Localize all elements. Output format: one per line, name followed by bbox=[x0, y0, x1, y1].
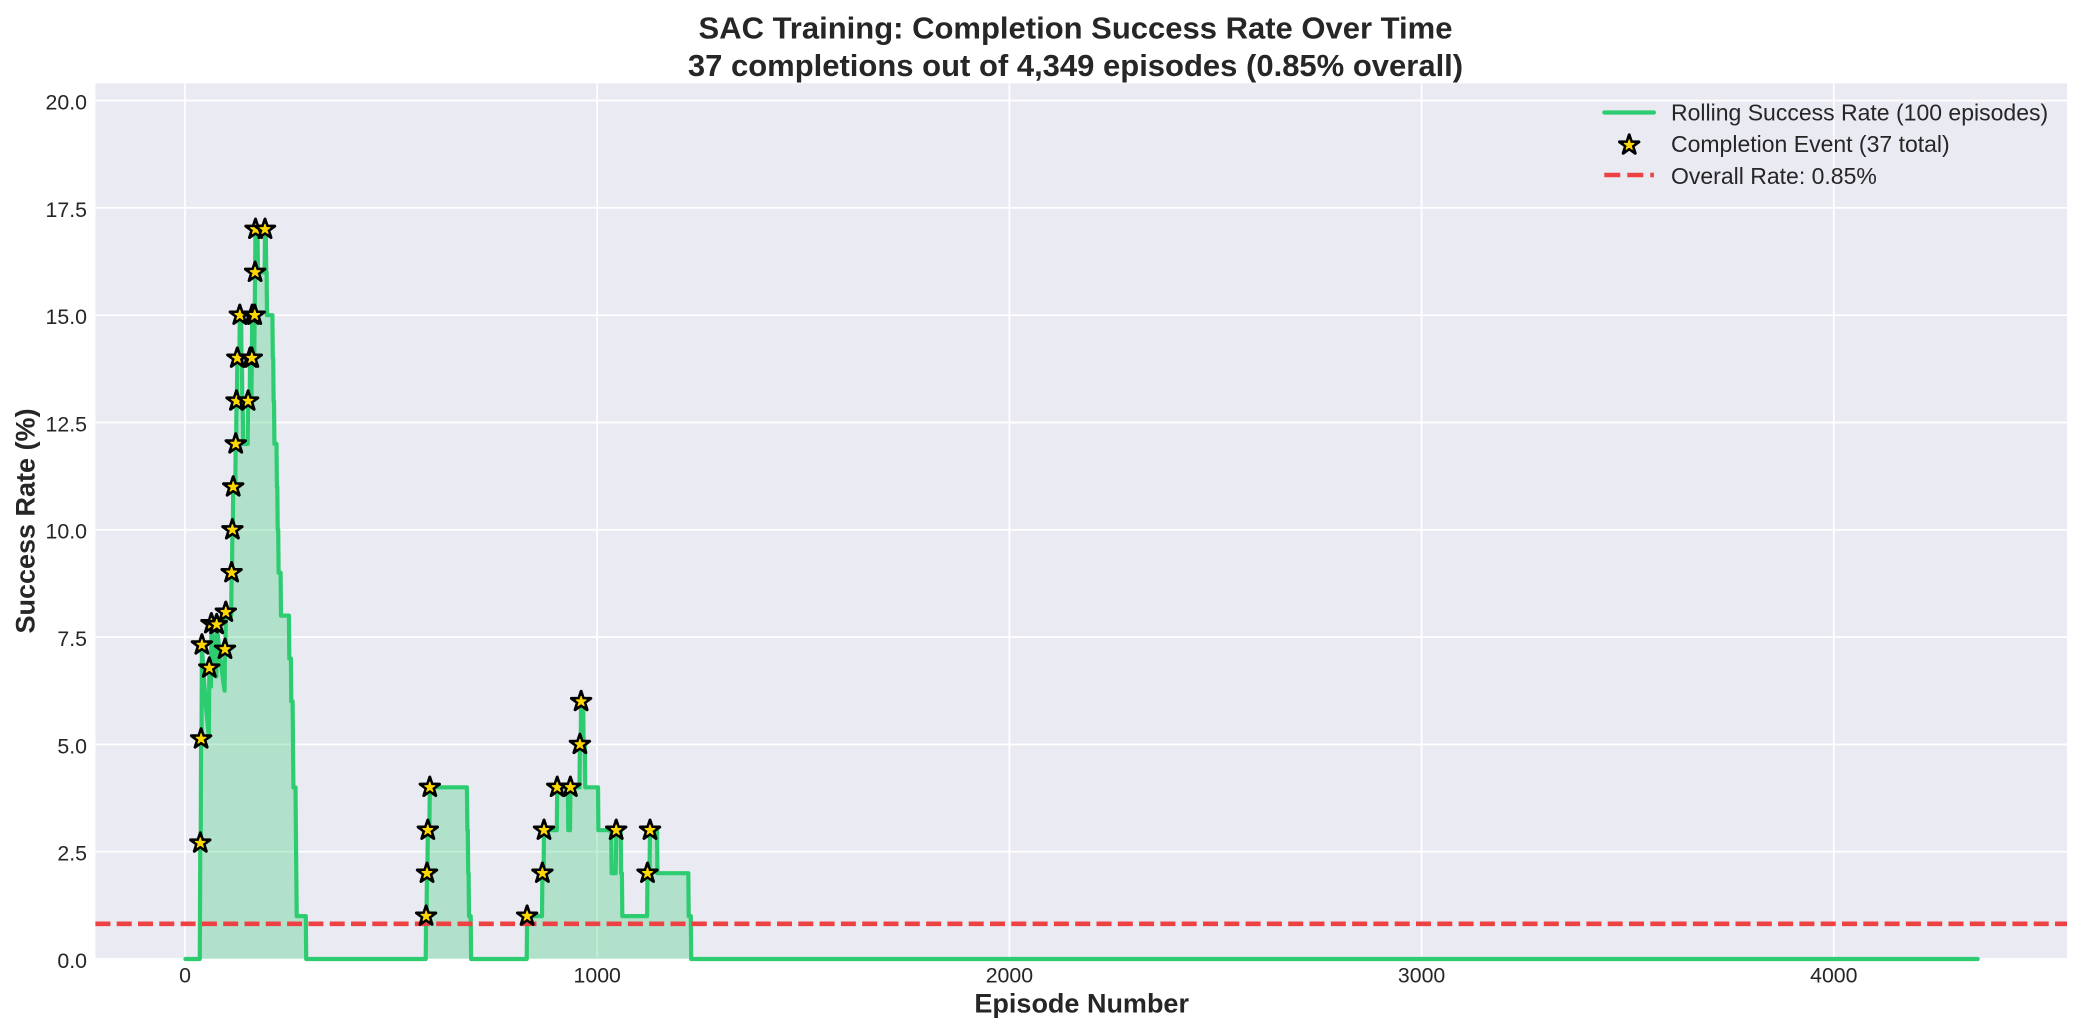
svg-text:3000: 3000 bbox=[1398, 964, 1446, 988]
svg-text:5.0: 5.0 bbox=[57, 734, 87, 758]
svg-text:Overall Rate: 0.85%: Overall Rate: 0.85% bbox=[1671, 163, 1877, 189]
svg-text:20.0: 20.0 bbox=[46, 91, 88, 115]
svg-text:2.5: 2.5 bbox=[57, 842, 87, 866]
svg-text:Completion Event (37 total): Completion Event (37 total) bbox=[1671, 131, 1950, 157]
svg-text:4000: 4000 bbox=[1810, 964, 1858, 988]
svg-text:37 completions out of 4,349 ep: 37 completions out of 4,349 episodes (0.… bbox=[688, 48, 1463, 83]
svg-text:7.5: 7.5 bbox=[57, 627, 87, 651]
svg-text:Success Rate (%): Success Rate (%) bbox=[10, 408, 40, 633]
svg-text:15.0: 15.0 bbox=[46, 305, 88, 329]
svg-text:2000: 2000 bbox=[986, 964, 1034, 988]
svg-text:0: 0 bbox=[179, 964, 191, 988]
svg-text:12.5: 12.5 bbox=[46, 412, 87, 436]
svg-text:10.0: 10.0 bbox=[46, 520, 88, 544]
svg-text:1000: 1000 bbox=[574, 964, 622, 988]
svg-text:SAC Training: Completion Succe: SAC Training: Completion Success Rate Ov… bbox=[699, 10, 1453, 45]
svg-text:Episode Number: Episode Number bbox=[974, 989, 1189, 1019]
svg-text:Rolling Success Rate (100 epis: Rolling Success Rate (100 episodes) bbox=[1671, 99, 2048, 125]
svg-text:0.0: 0.0 bbox=[57, 949, 87, 973]
svg-text:17.5: 17.5 bbox=[46, 198, 87, 222]
